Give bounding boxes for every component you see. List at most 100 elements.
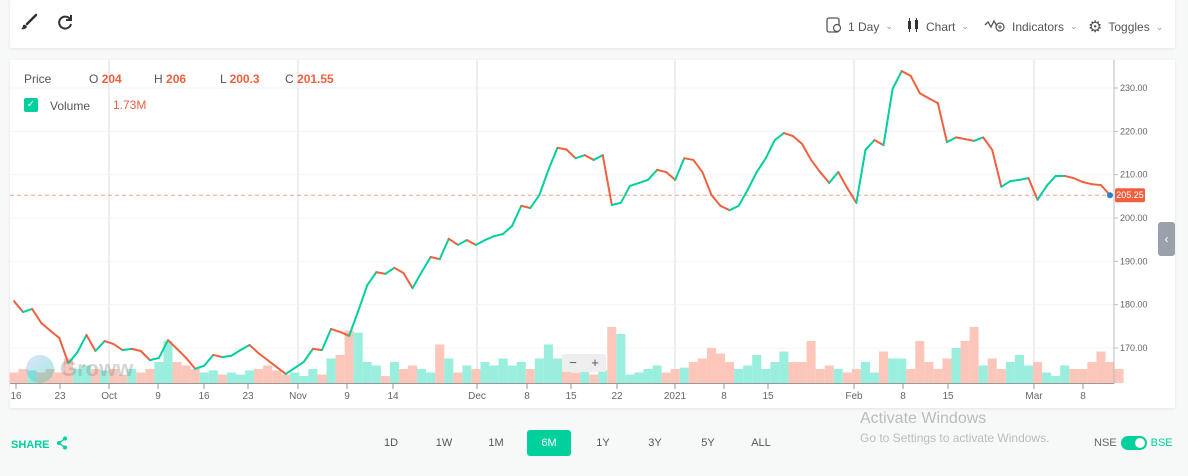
price-line-segment	[148, 356, 160, 362]
volume-bar	[1060, 365, 1070, 383]
chevron-down-icon: ⌄	[1070, 21, 1078, 31]
volume-bar	[960, 341, 970, 383]
volume-bar	[933, 369, 943, 383]
volume-bar	[851, 369, 861, 383]
volume-bar	[797, 362, 807, 383]
price-line-segment	[121, 347, 133, 352]
range-button-1y[interactable]: 1Y	[596, 437, 610, 449]
price-line-segment	[1081, 181, 1093, 186]
price-line-segment	[67, 351, 79, 365]
price-line-segment	[58, 337, 70, 365]
chevron-down-icon: ⌄	[961, 21, 969, 31]
price-line-segment	[302, 347, 314, 363]
price-line-segment	[393, 266, 405, 275]
range-button-all[interactable]: ALL	[751, 437, 771, 449]
range-button-6m[interactable]: 6M	[527, 430, 571, 456]
price-line-segment	[49, 329, 61, 340]
brush-icon[interactable]	[18, 12, 40, 34]
price-line-segment	[13, 300, 25, 314]
side-panel-toggle[interactable]: ‹	[1158, 222, 1175, 256]
range-button-1d[interactable]: 1D	[383, 437, 399, 449]
price-line-segment	[701, 171, 713, 197]
x-tick-label: 8	[721, 391, 727, 402]
exchange-switch[interactable]	[1120, 436, 1147, 450]
volume-bar	[761, 369, 771, 383]
price-line-segment	[647, 168, 659, 181]
volume-bar	[888, 358, 898, 383]
y-tick-label: 170.00	[1120, 343, 1148, 353]
exchange-toggle[interactable]: NSE BSE	[1094, 436, 1173, 450]
volume-bar	[380, 376, 390, 383]
volume-bar	[145, 369, 155, 383]
range-button-3y[interactable]: 3Y	[648, 437, 662, 449]
volume-bar	[453, 372, 463, 383]
price-line-segment	[891, 70, 903, 90]
x-tick-label: 23	[54, 391, 66, 402]
price-line-segment	[157, 339, 169, 359]
range-button-5y[interactable]: 5Y	[701, 437, 715, 449]
share-button[interactable]: SHARE	[11, 436, 68, 453]
x-tick-label: 16	[10, 391, 22, 402]
price-line-segment	[764, 138, 776, 160]
zoom-out-button[interactable]: −	[569, 355, 577, 370]
chart-type-dropdown[interactable]: Chart ⌄	[906, 17, 969, 36]
zoom-in-button[interactable]: +	[591, 355, 599, 370]
price-line-segment	[864, 138, 876, 151]
volume-checkbox[interactable]: ✓	[24, 98, 38, 112]
price-line-segment	[1072, 177, 1084, 184]
volume-bar	[942, 358, 952, 383]
refresh-icon[interactable]	[54, 12, 76, 34]
x-tick-label: 2021	[664, 391, 687, 402]
close-label: C	[285, 72, 294, 86]
x-tick-label: 15	[942, 391, 954, 402]
chevron-down-icon: ⌄	[885, 21, 893, 31]
volume-bar	[272, 370, 282, 383]
high-label: H	[154, 72, 163, 86]
price-line-segment	[855, 148, 867, 204]
interval-dropdown[interactable]: 1 Day ⌄	[826, 17, 893, 36]
volume-bar	[498, 358, 508, 383]
price-line-segment	[511, 204, 523, 227]
volume-bar	[580, 369, 590, 383]
volume-bar	[607, 327, 617, 383]
volume-bar	[226, 372, 236, 383]
volume-bar	[136, 372, 146, 383]
toggles-dropdown[interactable]: ⚙ Toggles ⌄	[1088, 17, 1163, 37]
x-tick-label: Dec	[468, 391, 486, 402]
x-tick-label: Oct	[101, 391, 117, 402]
indicators-dropdown[interactable]: Indicators ⌄	[984, 17, 1078, 36]
nse-label: NSE	[1094, 437, 1117, 449]
share-icon	[56, 436, 68, 453]
range-button-1m[interactable]: 1M	[488, 437, 504, 449]
zoom-controls: − +	[562, 354, 606, 372]
volume-bar	[9, 372, 19, 383]
x-tick-label: Nov	[289, 391, 307, 402]
range-button-1w[interactable]: 1W	[435, 437, 453, 449]
volume-bar	[969, 327, 979, 383]
volume-bar	[860, 362, 870, 383]
volume-bar	[317, 374, 327, 383]
price-line-segment	[665, 171, 677, 181]
price-line-segment	[221, 354, 233, 359]
price-line-segment	[565, 148, 577, 160]
share-label: SHARE	[11, 438, 50, 451]
volume-bar	[109, 369, 119, 383]
volume-bar	[54, 372, 64, 383]
volume-bar	[770, 362, 780, 383]
y-tick-label: 190.00	[1120, 256, 1148, 266]
open-value: 204	[101, 72, 122, 86]
volume-bar	[308, 369, 318, 383]
price-line-segment	[846, 187, 858, 204]
volume-bar	[489, 365, 499, 383]
price-line-segment	[411, 271, 423, 290]
volume-bar	[715, 353, 726, 383]
calendar-clock-icon	[826, 17, 842, 36]
x-tick-label: Feb	[845, 391, 863, 402]
price-line-segment	[1009, 178, 1021, 183]
price-line-segment	[447, 237, 459, 246]
volume-bar	[1042, 372, 1052, 383]
volume-bar	[625, 374, 635, 383]
y-tick-label: 210.00	[1120, 170, 1148, 180]
price-line-segment	[773, 132, 785, 141]
